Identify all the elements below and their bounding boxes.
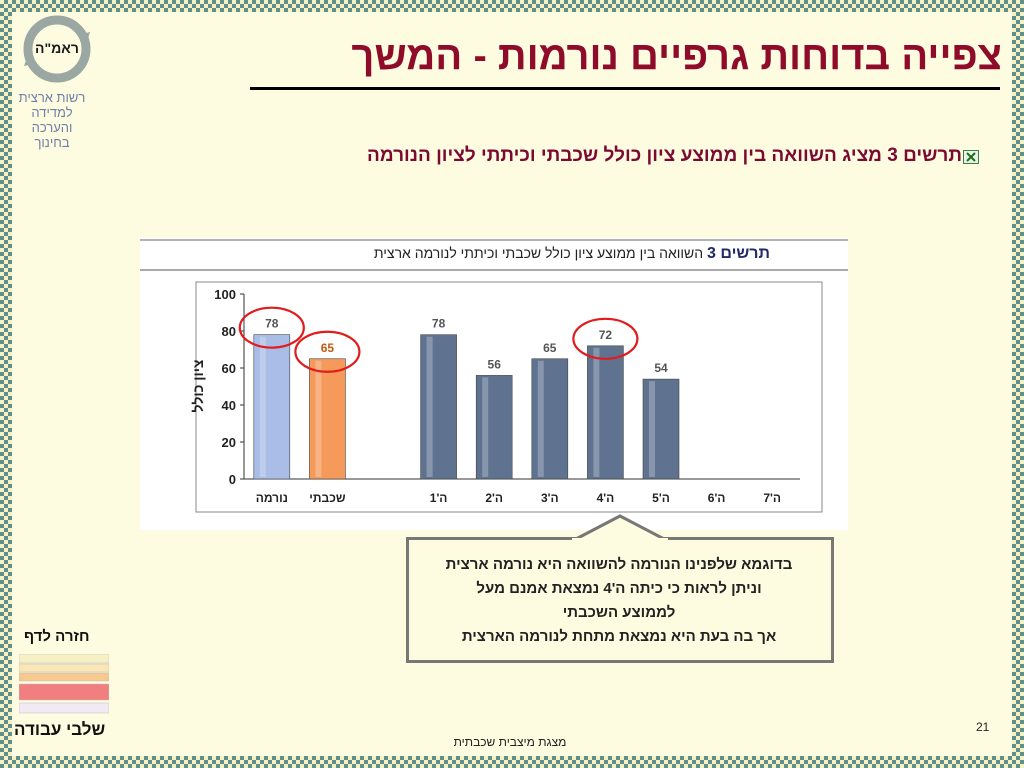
callout-line: לממוצע השכבתי bbox=[562, 604, 676, 621]
footer-text: מצגת מיצבית שכבתית bbox=[453, 735, 567, 749]
callout-text: בדוגמא שלפנינו הנורמה להשוואה היא נורמה … bbox=[410, 553, 828, 649]
logo-text: ראמ"ה bbox=[35, 40, 79, 56]
org-line: רשות ארצית bbox=[18, 90, 86, 105]
org-line: והערכה bbox=[31, 120, 73, 135]
excel-chart-icon bbox=[963, 150, 979, 164]
org-line: בחינוך bbox=[34, 135, 70, 150]
callout-line: אך בה בעת היא נמצאת מתחת לנורמה הארצית bbox=[461, 628, 777, 645]
bullet-text: תרשים 3 מציג השוואה בין ממוצע ציון כולל … bbox=[367, 145, 962, 166]
chart-title-bold: תרשים 3 bbox=[707, 245, 770, 262]
logo-icon bbox=[23, 15, 91, 83]
page-title: צפייה בדוחות גרפיים נורמות - המשך bbox=[351, 34, 1002, 78]
callout-pointer bbox=[572, 514, 668, 542]
chart-title-text: השוואה בין ממוצע ציון כולל שכבתי וכיתתי … bbox=[373, 245, 704, 261]
chart-title: תרשים 3 השוואה בין ממוצע ציון כולל שכבתי… bbox=[255, 245, 770, 263]
org-line: למדידה bbox=[31, 105, 73, 120]
org-name: רשות ארצית למדידה והערכה בחינוך bbox=[12, 90, 92, 150]
callout-line: בדוגמא שלפנינו הנורמה להשוואה היא נורמה … bbox=[445, 556, 793, 573]
back-to-page-link[interactable]: חזרה לדף bbox=[24, 628, 90, 645]
work-steps-link[interactable]: שלבי עבודה bbox=[14, 720, 106, 739]
callout-line: וניתן לראות כי כיתה ה'4 נמצאת אמנם מעל bbox=[476, 580, 762, 597]
title-divider bbox=[250, 87, 1000, 90]
chart-panel bbox=[140, 238, 848, 530]
page-number: 21 bbox=[976, 720, 990, 734]
work-steps-thumbnail[interactable] bbox=[19, 654, 109, 714]
